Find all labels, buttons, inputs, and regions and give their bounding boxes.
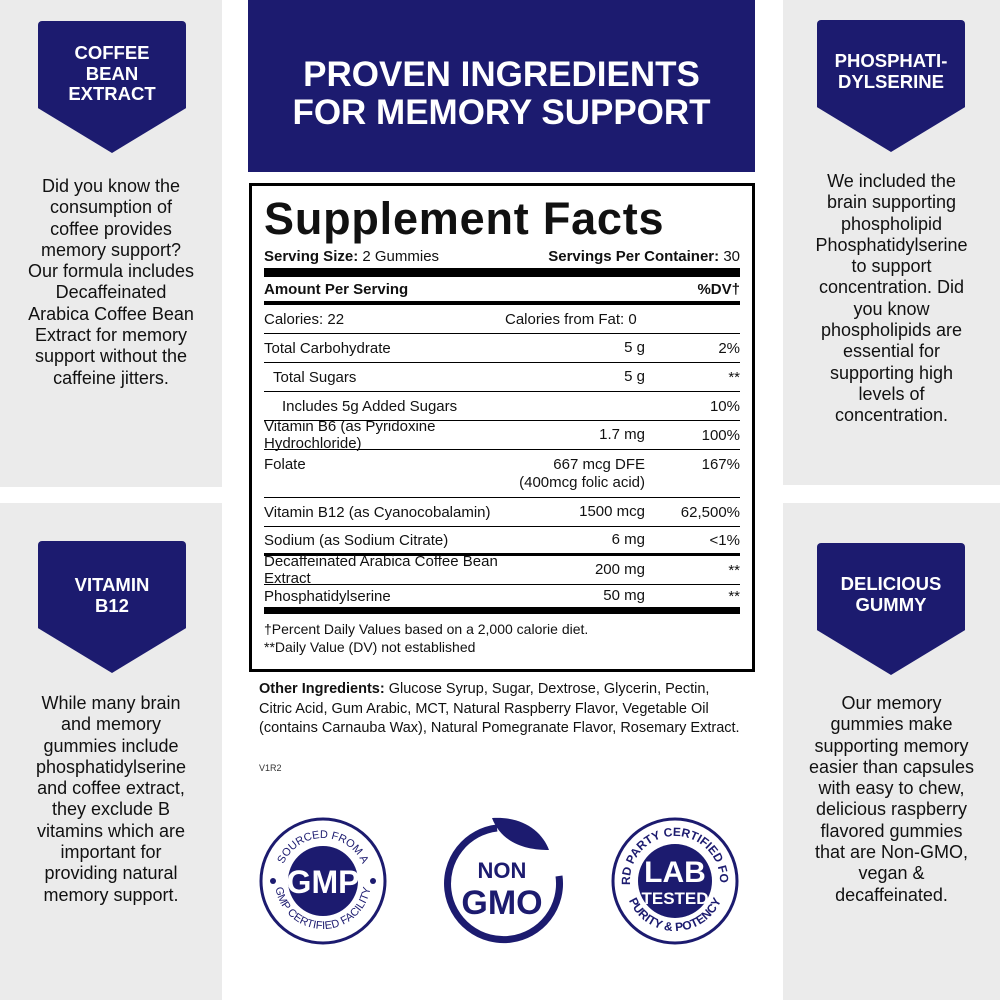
- table-header: Amount Per Serving %DV†: [264, 277, 740, 305]
- nutrient-row: Decaffeinated Arabica Coffee Bean Extrac…: [264, 553, 740, 587]
- calories-row: Calories: 22 Calories from Fat: 0: [264, 305, 740, 334]
- nutrient-dv: **: [728, 587, 740, 605]
- nutrient-name: Folate: [264, 456, 306, 473]
- nutrient-row: Total Carbohydrate 5 g 2%: [264, 334, 740, 363]
- leaf-icon: [492, 817, 549, 850]
- panel-label: DELICIOUS GUMMY: [817, 543, 965, 675]
- panel-text: Our memory gummies make supporting memor…: [808, 693, 975, 905]
- panel-label: COFFEE BEAN EXTRACT: [38, 21, 186, 153]
- non-gmo-badge: NON GMO: [444, 817, 563, 944]
- version-code: V1R2: [259, 763, 282, 773]
- nutrient-amount: 1.7 mg: [599, 426, 645, 443]
- nutrient-name: Total Sugars: [273, 368, 357, 386]
- nutrient-amount: 667 mcg DFE (400mcg folic acid): [519, 456, 645, 491]
- nutrient-row: Phosphatidylserine 50 mg **: [264, 585, 740, 614]
- amount-header: Amount Per Serving: [264, 280, 409, 298]
- nutrient-dv: 100%: [701, 426, 740, 444]
- nutrient-dv: **: [728, 561, 740, 579]
- supplement-facts-table: Supplement Facts Serving Size: 2 Gummies…: [249, 183, 755, 672]
- nutrient-name: Decaffeinated Arabica Coffee Bean Extrac…: [264, 553, 498, 587]
- nutrient-row: Sodium (as Sodium Citrate) 6 mg <1%: [264, 527, 740, 556]
- calories: Calories: 22: [264, 310, 345, 328]
- footnote: **Daily Value (DV) not established: [264, 639, 476, 655]
- panel-text: While many brain and memory gummies incl…: [35, 693, 187, 905]
- nutrient-amount: 50 mg: [603, 587, 645, 604]
- panel-label: VITAMIN B12: [38, 541, 186, 673]
- other-ingredients-text: Glucose Syrup, Sugar, Dextrose, Glycerin…: [259, 681, 740, 736]
- nutrient-name: Includes 5g Added Sugars: [282, 397, 458, 415]
- dv-header: %DV†: [697, 280, 740, 298]
- panel-text: We included the brain supporting phospho…: [815, 171, 968, 426]
- nutrient-row: Vitamin B12 (as Cyanocobalamin) 1500 mcg 6…: [264, 498, 740, 527]
- serving-info: Serving Size: 2 Gummies Servings Per Con…: [264, 248, 740, 277]
- lab-text: LAB: [644, 856, 706, 889]
- nutrient-row: Folate 667 mcg DFE (400mcg folic acid) 167…: [264, 450, 740, 498]
- tested-text: TESTED: [641, 889, 708, 908]
- nutrient-row: Vitamin B6 (as Pyridoxine Hydrochloride)…: [264, 418, 740, 452]
- lab-tested-badge: 3RD PARTY CERTIFIED FOR PURITY & POTENCY…: [610, 816, 739, 945]
- panel-label: PHOSPHATI- DYLSERINE: [817, 20, 965, 152]
- gmp-badge: SOURCED FROM A GMP CERTIFIED FACILITY GM…: [259, 817, 387, 945]
- nutrient-dv: 62,500%: [680, 503, 740, 521]
- nutrient-name: Vitamin B12 (as Cyanocobalamin): [264, 503, 491, 521]
- nutrient-amount: 5 g: [624, 368, 645, 385]
- serving-size-label: Serving Size:: [264, 248, 359, 265]
- nutrient-amount: 5 g: [624, 339, 645, 356]
- nutrient-dv: 2%: [718, 339, 740, 357]
- calories-fat: Calories from Fat: 0: [505, 310, 637, 328]
- serving-size: 2 Gummies: [362, 248, 440, 265]
- nutrient-amount: 6 mg: [611, 531, 645, 548]
- nutrient-amount: 200 mg: [594, 561, 645, 578]
- nutrient-name: Total Carbohydrate: [264, 339, 391, 357]
- other-ingredients-label: Other Ingredients:: [259, 681, 385, 697]
- delicious-gummy-panel: DELICIOUS GUMMY Our memory gummies make …: [783, 503, 1000, 1000]
- nutrient-row: Includes 5g Added Sugars 10%: [264, 392, 740, 421]
- nutrient-name: Vitamin B6 (as Pyridoxine Hydrochloride): [264, 418, 436, 452]
- facts-title: Supplement Facts: [264, 193, 665, 244]
- phosphatidylserine-panel: PHOSPHATI- DYLSERINE We included the bra…: [783, 0, 1000, 485]
- nutrient-amount: 1500 mcg: [579, 503, 645, 520]
- page-title: PROVEN INGREDIENTS FOR MEMORY SUPPORT: [248, 0, 755, 172]
- nutrient-name: Phosphatidylserine: [264, 587, 391, 605]
- nutrient-name: Sodium (as Sodium Citrate): [264, 531, 449, 549]
- nutrient-row: Total Sugars 5 g **: [264, 363, 740, 392]
- vitamin-b12-panel: VITAMIN B12 While many brain and memory …: [0, 503, 222, 1000]
- gmp-text: GMP: [287, 864, 360, 900]
- nutrient-dv: <1%: [709, 531, 740, 549]
- other-ingredients: Other Ingredients: Glucose Syrup, Sugar,…: [259, 680, 744, 739]
- non-text: NON: [478, 858, 527, 883]
- panel-text: Did you know the consumption of coffee p…: [27, 176, 195, 388]
- footnotes: †Percent Daily Values based on a 2,000 c…: [264, 614, 740, 656]
- coffee-bean-panel: COFFEE BEAN EXTRACT Did you know the con…: [0, 0, 222, 487]
- nutrient-dv: **: [728, 368, 740, 386]
- servings-label: Servings Per Container:: [548, 248, 720, 265]
- servings: 30: [723, 248, 740, 265]
- footnote: †Percent Daily Values based on a 2,000 c…: [264, 621, 589, 637]
- nutrient-dv: 10%: [709, 397, 740, 415]
- gmo-text: GMO: [461, 884, 542, 922]
- nutrient-dv: 167%: [701, 456, 740, 473]
